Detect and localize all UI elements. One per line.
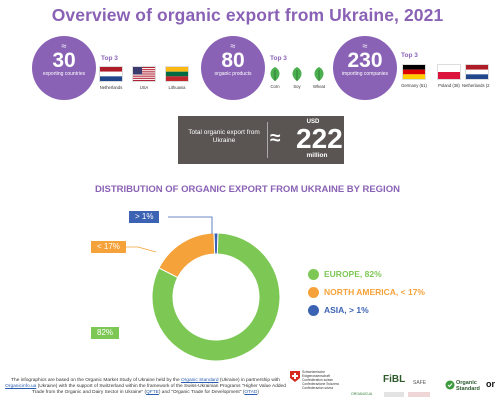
fibl-logo: FiBL — [383, 374, 406, 385]
footer-text: ) and "Organic Trade for Development" ( — [158, 390, 245, 395]
approx-sign: ≈ — [61, 41, 67, 51]
organic-standard-logo: Organic Standard — [456, 380, 480, 392]
top3-label: Top 3 — [101, 55, 118, 62]
unit-label: million — [306, 152, 328, 159]
organic-standard-link[interactable]: Organic Standard — [180, 378, 219, 383]
top3-item-name: USA — [139, 85, 149, 90]
footer-note: The infographics are based on the Organi… — [3, 378, 288, 396]
top3-item-name: Poland (38) — [438, 83, 460, 88]
donut-chart — [151, 232, 281, 362]
organic-ukraine-logo: ORGANICUA — [351, 392, 373, 396]
top3-item-soy: Soy — [277, 66, 317, 89]
usa-flag-icon — [132, 66, 156, 82]
top3-item-name: Netherlands (2 — [462, 83, 490, 88]
legend-swatch — [308, 269, 319, 280]
top3-item-netherlands: Netherlands (2 — [462, 64, 495, 88]
top3-item-name: Germany (51) — [401, 83, 427, 88]
top3-item-name: Corn — [270, 84, 280, 89]
safe-logo: SAFE — [413, 380, 427, 386]
swiss-cross-icon — [290, 371, 300, 382]
exporting-countries-badge: ≈ 30 exporting countries — [32, 36, 96, 100]
qfte-link[interactable]: QFTE — [146, 390, 159, 395]
secondary-partner-logo — [384, 392, 404, 397]
leaf-icon — [314, 67, 324, 81]
top3-item-name: Wheat — [312, 84, 326, 89]
top3-label: Top 3 — [270, 55, 287, 62]
importing-companies-badge: ≈ 230 importing companies — [333, 36, 397, 100]
footer-text: ) — [257, 390, 259, 395]
germany-flag-icon — [402, 64, 426, 80]
netherlands-flag-icon — [99, 66, 123, 82]
stat-value: 230 — [347, 49, 383, 72]
top3-item-netherlands: Netherlands — [91, 66, 131, 90]
top3-item-usa: USA — [124, 66, 164, 90]
top3-item-corn: Corn — [255, 66, 295, 89]
legend-label: NORTH AMERICA, < 17% — [324, 287, 425, 297]
ot-logo: on — [486, 379, 495, 389]
total-label: Total organic export from Ukraine — [188, 129, 260, 144]
footer-text: (Ukraine) with the support of Switzerlan… — [32, 384, 286, 395]
total-export-box: Total organic export from Ukraine ≈ USD … — [178, 116, 344, 164]
callout-line-north-america — [126, 246, 157, 253]
footer-text: The infographics are based on the Organi… — [11, 378, 181, 383]
poland-flag-icon — [437, 64, 461, 80]
lithuania-flag-icon — [165, 66, 189, 82]
page-title: Overview of organic export from Ukraine,… — [51, 5, 444, 25]
top3-item-name: Netherlands — [99, 85, 123, 90]
legend-label: ASIA, > 1% — [324, 305, 369, 315]
callout-asia: > 1% — [129, 211, 160, 223]
otad-link[interactable]: OTAD — [244, 390, 258, 395]
footer-text: (Ukraine) in partnership with — [218, 378, 280, 383]
approx-sign: ≈ — [230, 41, 236, 51]
organic-standard-logo-icon — [445, 380, 455, 390]
top3-item-name: Soy — [293, 84, 301, 89]
top3-item-wheat: Wheat — [299, 66, 339, 89]
tertiary-partner-logo — [408, 392, 430, 397]
approx-sign: ≈ — [362, 41, 368, 51]
stat-label: importing companies — [341, 71, 389, 77]
netherlands-flag-icon — [465, 64, 489, 80]
total-value: 222 — [296, 123, 343, 154]
top3-item-name: Lithuania — [168, 85, 186, 90]
stat-value: 80 — [221, 49, 245, 72]
callout-europe: 82% — [91, 327, 120, 339]
approx-sign: ≈ — [270, 128, 281, 149]
callout-north-america: < 17% — [91, 241, 126, 253]
stat-value: 30 — [52, 49, 76, 72]
legend-label: EUROPE, 82% — [324, 269, 382, 279]
legend-swatch — [308, 287, 319, 298]
leaf-icon — [270, 67, 280, 81]
top3-item-poland: Poland (38) — [429, 64, 469, 88]
organic-products-badge: ≈ 80 organic products — [201, 36, 265, 100]
stat-label: organic products — [214, 71, 252, 77]
top3-item-germany: Germany (51) — [394, 64, 434, 88]
top3-label: Top 3 — [401, 52, 418, 59]
callout-line-asia — [168, 216, 213, 234]
legend-swatch — [308, 305, 319, 316]
stat-label: exporting countries — [42, 71, 86, 77]
chart-title: DISTRIBUTION OF ORGANIC EXPORT FROM UKRA… — [95, 184, 400, 195]
donut-slice-europe — [151, 232, 281, 362]
organicinfo-link[interactable]: Organicinfo.ua — [5, 384, 37, 389]
currency-label: USD — [306, 119, 320, 125]
leaf-icon — [292, 67, 302, 81]
top3-item-lithuania: Lithuania — [157, 66, 197, 90]
donut-slice-north-america — [158, 232, 216, 279]
swiss-confederation-logo: Schweizerische Eidgenossenschaft Confédé… — [302, 370, 339, 390]
divider — [267, 122, 268, 158]
